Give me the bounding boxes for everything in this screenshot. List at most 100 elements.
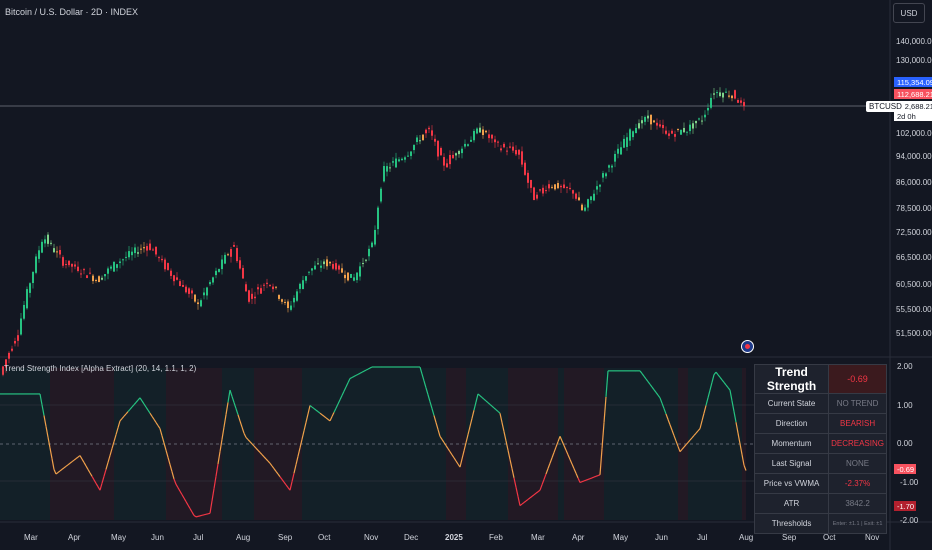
indicator-segment — [491, 405, 495, 409]
currency-button[interactable]: USD — [893, 3, 925, 23]
indicator-segment — [513, 477, 517, 488]
candle-body — [527, 172, 529, 183]
candle-body — [554, 184, 556, 190]
indicator-segment — [665, 413, 669, 420]
candle-body — [434, 138, 436, 142]
price-candles — [2, 87, 745, 377]
indicator-segment — [719, 376, 723, 381]
candle-body — [293, 297, 295, 303]
candle-body — [383, 166, 385, 182]
candle-body — [125, 256, 127, 258]
time-axis-label: Jun — [655, 533, 668, 542]
indicator-band — [118, 368, 120, 520]
indicator-segment — [305, 413, 309, 423]
time-axis-label: Nov — [364, 533, 379, 542]
indicator-segment — [549, 457, 553, 464]
indicator-segment — [153, 419, 157, 423]
candle-body — [464, 143, 466, 147]
candle-body — [515, 150, 517, 155]
indicator-segment — [203, 513, 207, 516]
indicator-segment — [469, 418, 473, 427]
indicator-segment — [199, 514, 203, 517]
candle-body — [398, 159, 400, 162]
indicator-segment — [527, 497, 531, 500]
candle-body — [347, 272, 349, 281]
candle-body — [596, 186, 598, 190]
indicator-segment — [555, 441, 559, 448]
indicator-segment — [429, 401, 433, 409]
indicator-band — [682, 368, 684, 520]
candle-body — [209, 282, 211, 285]
candle-body — [614, 153, 616, 162]
candle-body — [623, 138, 625, 148]
indicator-segment — [57, 470, 61, 473]
indicator-segment — [285, 484, 289, 488]
indicator-segment — [349, 376, 353, 380]
indicator-band — [472, 368, 474, 520]
candle-body — [692, 123, 694, 129]
indicator-segment — [291, 473, 295, 482]
indicator-segment — [73, 458, 77, 461]
candle-body — [323, 261, 325, 265]
indicator-segment — [347, 378, 351, 384]
indicator-segment — [293, 464, 297, 474]
indicator-segment — [69, 461, 73, 464]
candle-body — [590, 196, 592, 201]
brand-logo-icon[interactable] — [741, 340, 754, 353]
indicator-segment — [253, 445, 257, 449]
candle-body — [407, 155, 409, 157]
candle-body — [563, 184, 565, 189]
candle-body — [476, 128, 478, 134]
candle-body — [218, 269, 220, 272]
indicator-segment — [245, 436, 249, 440]
indicator-segment — [249, 441, 253, 445]
candle-body — [548, 184, 550, 189]
indicator-segment — [317, 411, 321, 414]
table-row: Price vs VWMA -2.37% — [753, 473, 887, 494]
candle-body — [587, 199, 589, 208]
indicator-segment — [165, 449, 169, 458]
indicator-segment — [341, 390, 345, 396]
indicator-band — [280, 368, 282, 520]
candle-body — [521, 151, 523, 165]
indicator-segment — [551, 452, 555, 459]
indicator-segment — [361, 370, 365, 373]
candle-body — [689, 124, 691, 132]
candle-body — [725, 91, 727, 93]
candle-body — [68, 260, 70, 266]
indicator-segment — [163, 442, 167, 451]
candle-body — [206, 287, 208, 296]
indicator-title[interactable]: Trend Strength Index [Alpha Extract] (20… — [4, 364, 197, 373]
indicator-segment — [449, 451, 453, 456]
candle-body — [734, 90, 736, 99]
indicator-segment — [107, 455, 111, 463]
indicator-segment — [583, 479, 587, 482]
indicator-band — [412, 368, 414, 520]
candle-body — [71, 263, 73, 267]
indicator-band — [352, 368, 354, 520]
indicator-segment — [321, 414, 325, 417]
indicator-segment — [503, 431, 507, 442]
indicator-segment — [171, 471, 175, 480]
candle-body — [425, 129, 427, 134]
high-price-tag: 115,354.09 — [894, 77, 932, 87]
indicator-segment — [481, 396, 485, 400]
indicator-segment — [369, 366, 373, 369]
indicator-segment — [729, 389, 733, 401]
indicator-segment — [673, 435, 677, 442]
indicator-segment — [507, 450, 511, 460]
indicator-segment — [179, 490, 183, 495]
candle-body — [530, 179, 532, 188]
indicator-band — [580, 368, 582, 520]
candle-body — [686, 131, 688, 133]
indicator-band — [652, 368, 654, 520]
indicator-segment — [739, 443, 743, 455]
candle-body — [611, 165, 613, 168]
indicator-band — [646, 368, 648, 520]
candle-body — [572, 190, 574, 194]
candle-body — [524, 162, 526, 175]
indicator-segment — [595, 475, 599, 477]
indicator-segment — [47, 436, 51, 448]
candle-body — [41, 241, 43, 253]
